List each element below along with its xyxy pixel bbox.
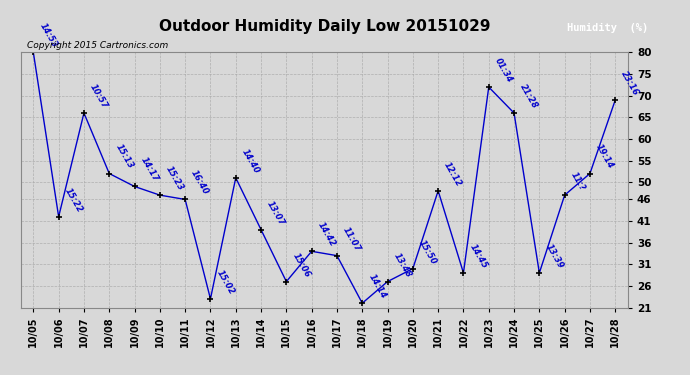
Text: 12:12: 12:12 xyxy=(442,160,464,188)
Text: 15:22: 15:22 xyxy=(63,186,84,214)
Text: 13:07: 13:07 xyxy=(265,199,286,227)
Text: 14:53: 14:53 xyxy=(37,22,59,50)
Text: Copyright 2015 Cartronics.com: Copyright 2015 Cartronics.com xyxy=(27,41,168,50)
Text: 11:07: 11:07 xyxy=(341,225,362,253)
Text: 21:28: 21:28 xyxy=(518,82,540,110)
Text: 11:?: 11:? xyxy=(569,171,586,192)
Text: 15:23: 15:23 xyxy=(164,165,185,192)
Text: 23:16: 23:16 xyxy=(620,69,640,97)
Text: 15:02: 15:02 xyxy=(215,268,236,296)
Text: 14:40: 14:40 xyxy=(240,147,261,175)
Text: 14:45: 14:45 xyxy=(468,242,489,270)
Text: 15:13: 15:13 xyxy=(113,143,135,171)
Text: 19:14: 19:14 xyxy=(594,143,615,171)
Text: Humidity  (%): Humidity (%) xyxy=(566,23,648,33)
Text: 13:39: 13:39 xyxy=(544,242,564,270)
Text: 10:57: 10:57 xyxy=(88,82,109,110)
Text: 15:06: 15:06 xyxy=(290,251,312,279)
Text: 15:50: 15:50 xyxy=(417,238,438,266)
Text: Outdoor Humidity Daily Low 20151029: Outdoor Humidity Daily Low 20151029 xyxy=(159,19,490,34)
Text: 16:40: 16:40 xyxy=(189,169,210,196)
Text: 14:42: 14:42 xyxy=(316,221,337,249)
Text: 14:17: 14:17 xyxy=(139,156,160,184)
Text: 13:48: 13:48 xyxy=(392,251,413,279)
Text: 01:34: 01:34 xyxy=(493,57,514,84)
Text: 14:14: 14:14 xyxy=(366,273,388,300)
